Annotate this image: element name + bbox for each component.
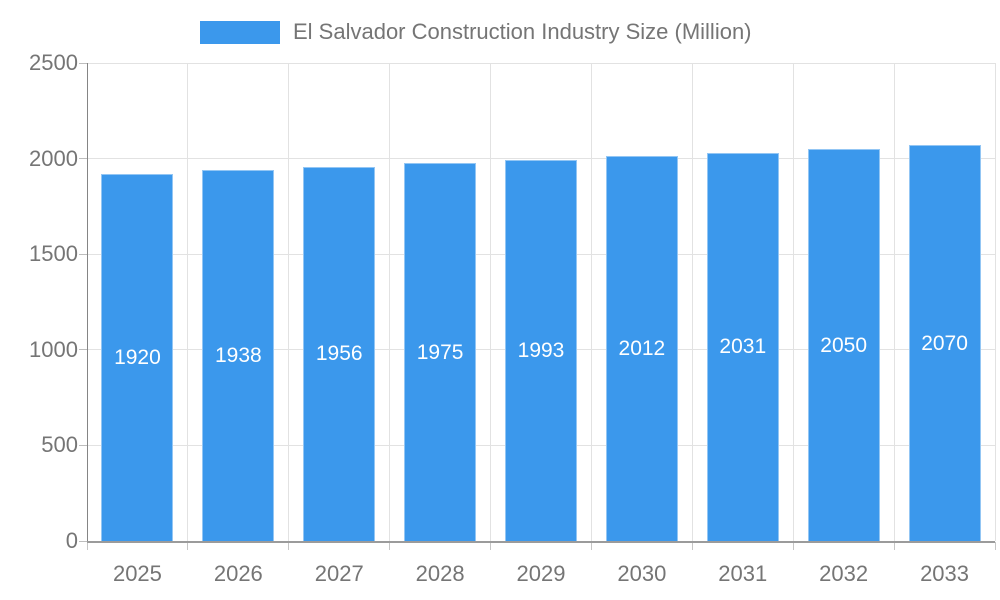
- x-axis-tick: [691, 542, 693, 550]
- bar-2026[interactable]: 1938: [202, 170, 275, 541]
- y-axis-tick: [79, 540, 87, 542]
- x-axis-line: [87, 540, 995, 543]
- bar-2030[interactable]: 2012: [605, 156, 678, 541]
- x-axis-label: 2032: [819, 561, 869, 586]
- gridline-h: [87, 62, 995, 64]
- bar-value-label: 1920: [114, 345, 161, 369]
- x-axis-tick: [893, 542, 895, 550]
- y-axis-label: 0: [65, 528, 78, 553]
- gridline-v: [288, 63, 290, 541]
- y-axis-tick: [79, 158, 87, 160]
- y-axis-label: 500: [41, 432, 78, 458]
- y-axis-label: 2000: [29, 145, 78, 171]
- y-axis-tick: [79, 444, 87, 446]
- gridline-v: [590, 63, 592, 541]
- bar-value-label: 2070: [921, 331, 968, 355]
- bar-value-label: 2012: [618, 337, 666, 361]
- x-axis-tick: [590, 542, 592, 550]
- gridline-h: [87, 158, 995, 160]
- y-axis-tick: [79, 349, 87, 351]
- x-axis-label: 2026: [213, 561, 263, 586]
- legend[interactable]: El Salvador Construction Industry Size (…: [200, 19, 752, 45]
- gridline-v: [893, 63, 895, 541]
- bar-2031[interactable]: 2031: [706, 152, 779, 541]
- x-axis-tick: [994, 542, 996, 550]
- x-axis-label: 2025: [112, 561, 162, 586]
- legend-label: El Salvador Construction Industry Size (…: [293, 19, 752, 44]
- gridline-v: [691, 63, 693, 541]
- bar-value-label: 1975: [416, 340, 464, 364]
- y-axis-label: 1500: [29, 241, 78, 267]
- bar-2033[interactable]: 2070: [908, 145, 981, 541]
- x-axis-tick: [389, 542, 391, 550]
- gridline-v: [490, 63, 492, 541]
- x-axis-label: 2030: [617, 561, 667, 586]
- x-axis-label: 2033: [920, 561, 970, 586]
- bar-2032[interactable]: 2050: [807, 149, 880, 541]
- bar-value-label: 1956: [315, 342, 363, 366]
- x-axis-label: 2031: [718, 561, 768, 586]
- x-axis-tick: [86, 542, 88, 550]
- x-axis-tick: [792, 542, 794, 550]
- y-axis-label: 1000: [29, 336, 78, 362]
- x-axis-tick: [288, 542, 290, 550]
- x-axis-tick: [490, 542, 492, 550]
- bar-2029[interactable]: 1993: [505, 159, 577, 541]
- y-axis-tick: [79, 62, 87, 64]
- bar-2028[interactable]: 1975: [404, 163, 477, 541]
- y-axis-label: 2500: [29, 50, 78, 75]
- bar-2027[interactable]: 1956: [303, 167, 376, 541]
- bar-value-label: 2031: [719, 335, 767, 359]
- bar-value-label: 1938: [214, 344, 262, 368]
- gridline-v: [994, 63, 996, 541]
- legend-swatch-icon: [200, 20, 280, 44]
- bar-2025[interactable]: 1920: [101, 173, 174, 541]
- y-axis-tick: [79, 253, 87, 255]
- bar-value-label: 2050: [820, 333, 868, 357]
- gridline-v: [389, 63, 391, 541]
- y-axis-line: [87, 63, 88, 542]
- x-axis-label: 2029: [516, 561, 566, 586]
- x-axis-label: 2027: [314, 561, 364, 586]
- bar-value-label: 1993: [517, 338, 565, 362]
- gridline-v: [187, 63, 189, 541]
- gridline-v: [792, 63, 794, 541]
- x-axis-label: 2028: [415, 561, 465, 586]
- x-axis-tick: [187, 542, 189, 550]
